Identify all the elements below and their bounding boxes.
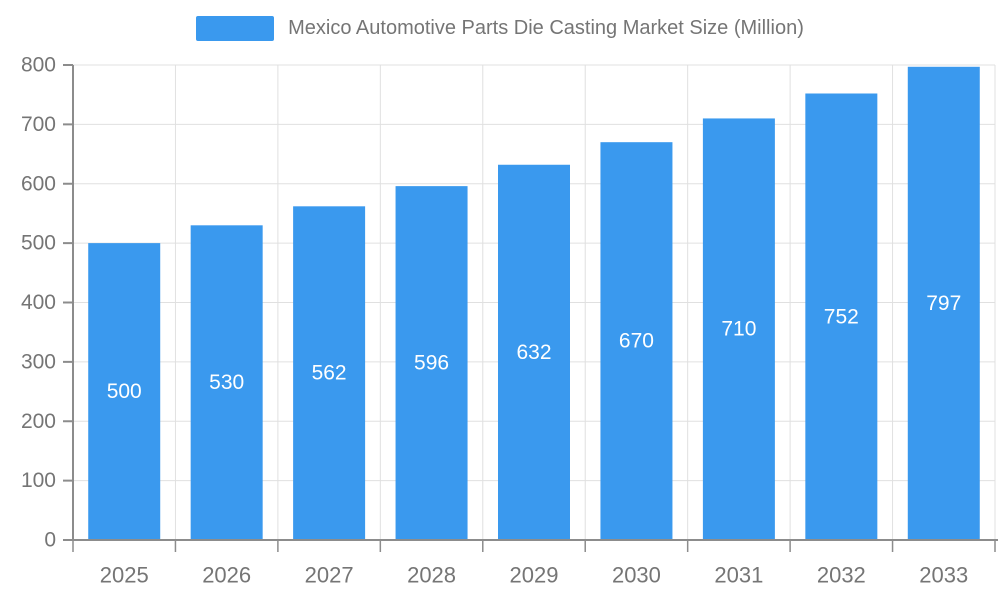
bar-value-label: 596 — [414, 352, 449, 375]
legend-label: Mexico Automotive Parts Die Casting Mark… — [288, 17, 804, 39]
bar-2026[interactable] — [190, 225, 263, 540]
x-axis-label: 2025 — [100, 563, 149, 588]
bar-value-label: 797 — [926, 292, 961, 315]
y-axis-label: 600 — [21, 172, 56, 195]
x-axis-label: 2026 — [202, 563, 251, 588]
y-axis-label: 100 — [21, 469, 56, 492]
bar-2029[interactable] — [498, 164, 570, 540]
bar-2025[interactable] — [88, 243, 161, 540]
bar-value-label: 562 — [312, 362, 347, 385]
x-axis-label: 2030 — [612, 563, 661, 588]
bar-value-label: 530 — [209, 371, 244, 394]
y-axis-label: 200 — [21, 410, 56, 433]
y-axis-label: 800 — [21, 54, 56, 77]
bar-value-label: 500 — [107, 380, 142, 403]
bar-value-label: 632 — [516, 341, 551, 364]
bar-2027[interactable] — [293, 206, 366, 540]
x-axis-label: 2028 — [407, 563, 456, 588]
x-axis-label: 2032 — [817, 563, 866, 588]
y-axis-label: 500 — [21, 232, 56, 255]
y-axis-label: 0 — [44, 529, 56, 552]
bar-value-label: 752 — [824, 305, 859, 328]
bar-value-label: 710 — [721, 318, 756, 341]
y-axis-label: 700 — [21, 113, 56, 136]
x-axis-label: 2031 — [714, 563, 763, 588]
x-axis-label: 2029 — [510, 563, 559, 588]
bar-2032[interactable] — [805, 93, 878, 541]
bar-2031[interactable] — [702, 118, 775, 540]
legend-swatch — [196, 16, 275, 41]
bar-2033[interactable] — [907, 66, 980, 540]
y-axis-label: 400 — [21, 291, 56, 314]
legend[interactable]: Mexico Automotive Parts Die Casting Mark… — [0, 16, 1000, 41]
y-axis-label: 300 — [21, 350, 56, 373]
bar-2028[interactable] — [395, 186, 468, 540]
x-axis-label: 2033 — [919, 563, 968, 588]
x-axis-label: 2027 — [305, 563, 354, 588]
bar-value-label: 670 — [619, 330, 654, 353]
bar-2030[interactable] — [600, 142, 673, 540]
